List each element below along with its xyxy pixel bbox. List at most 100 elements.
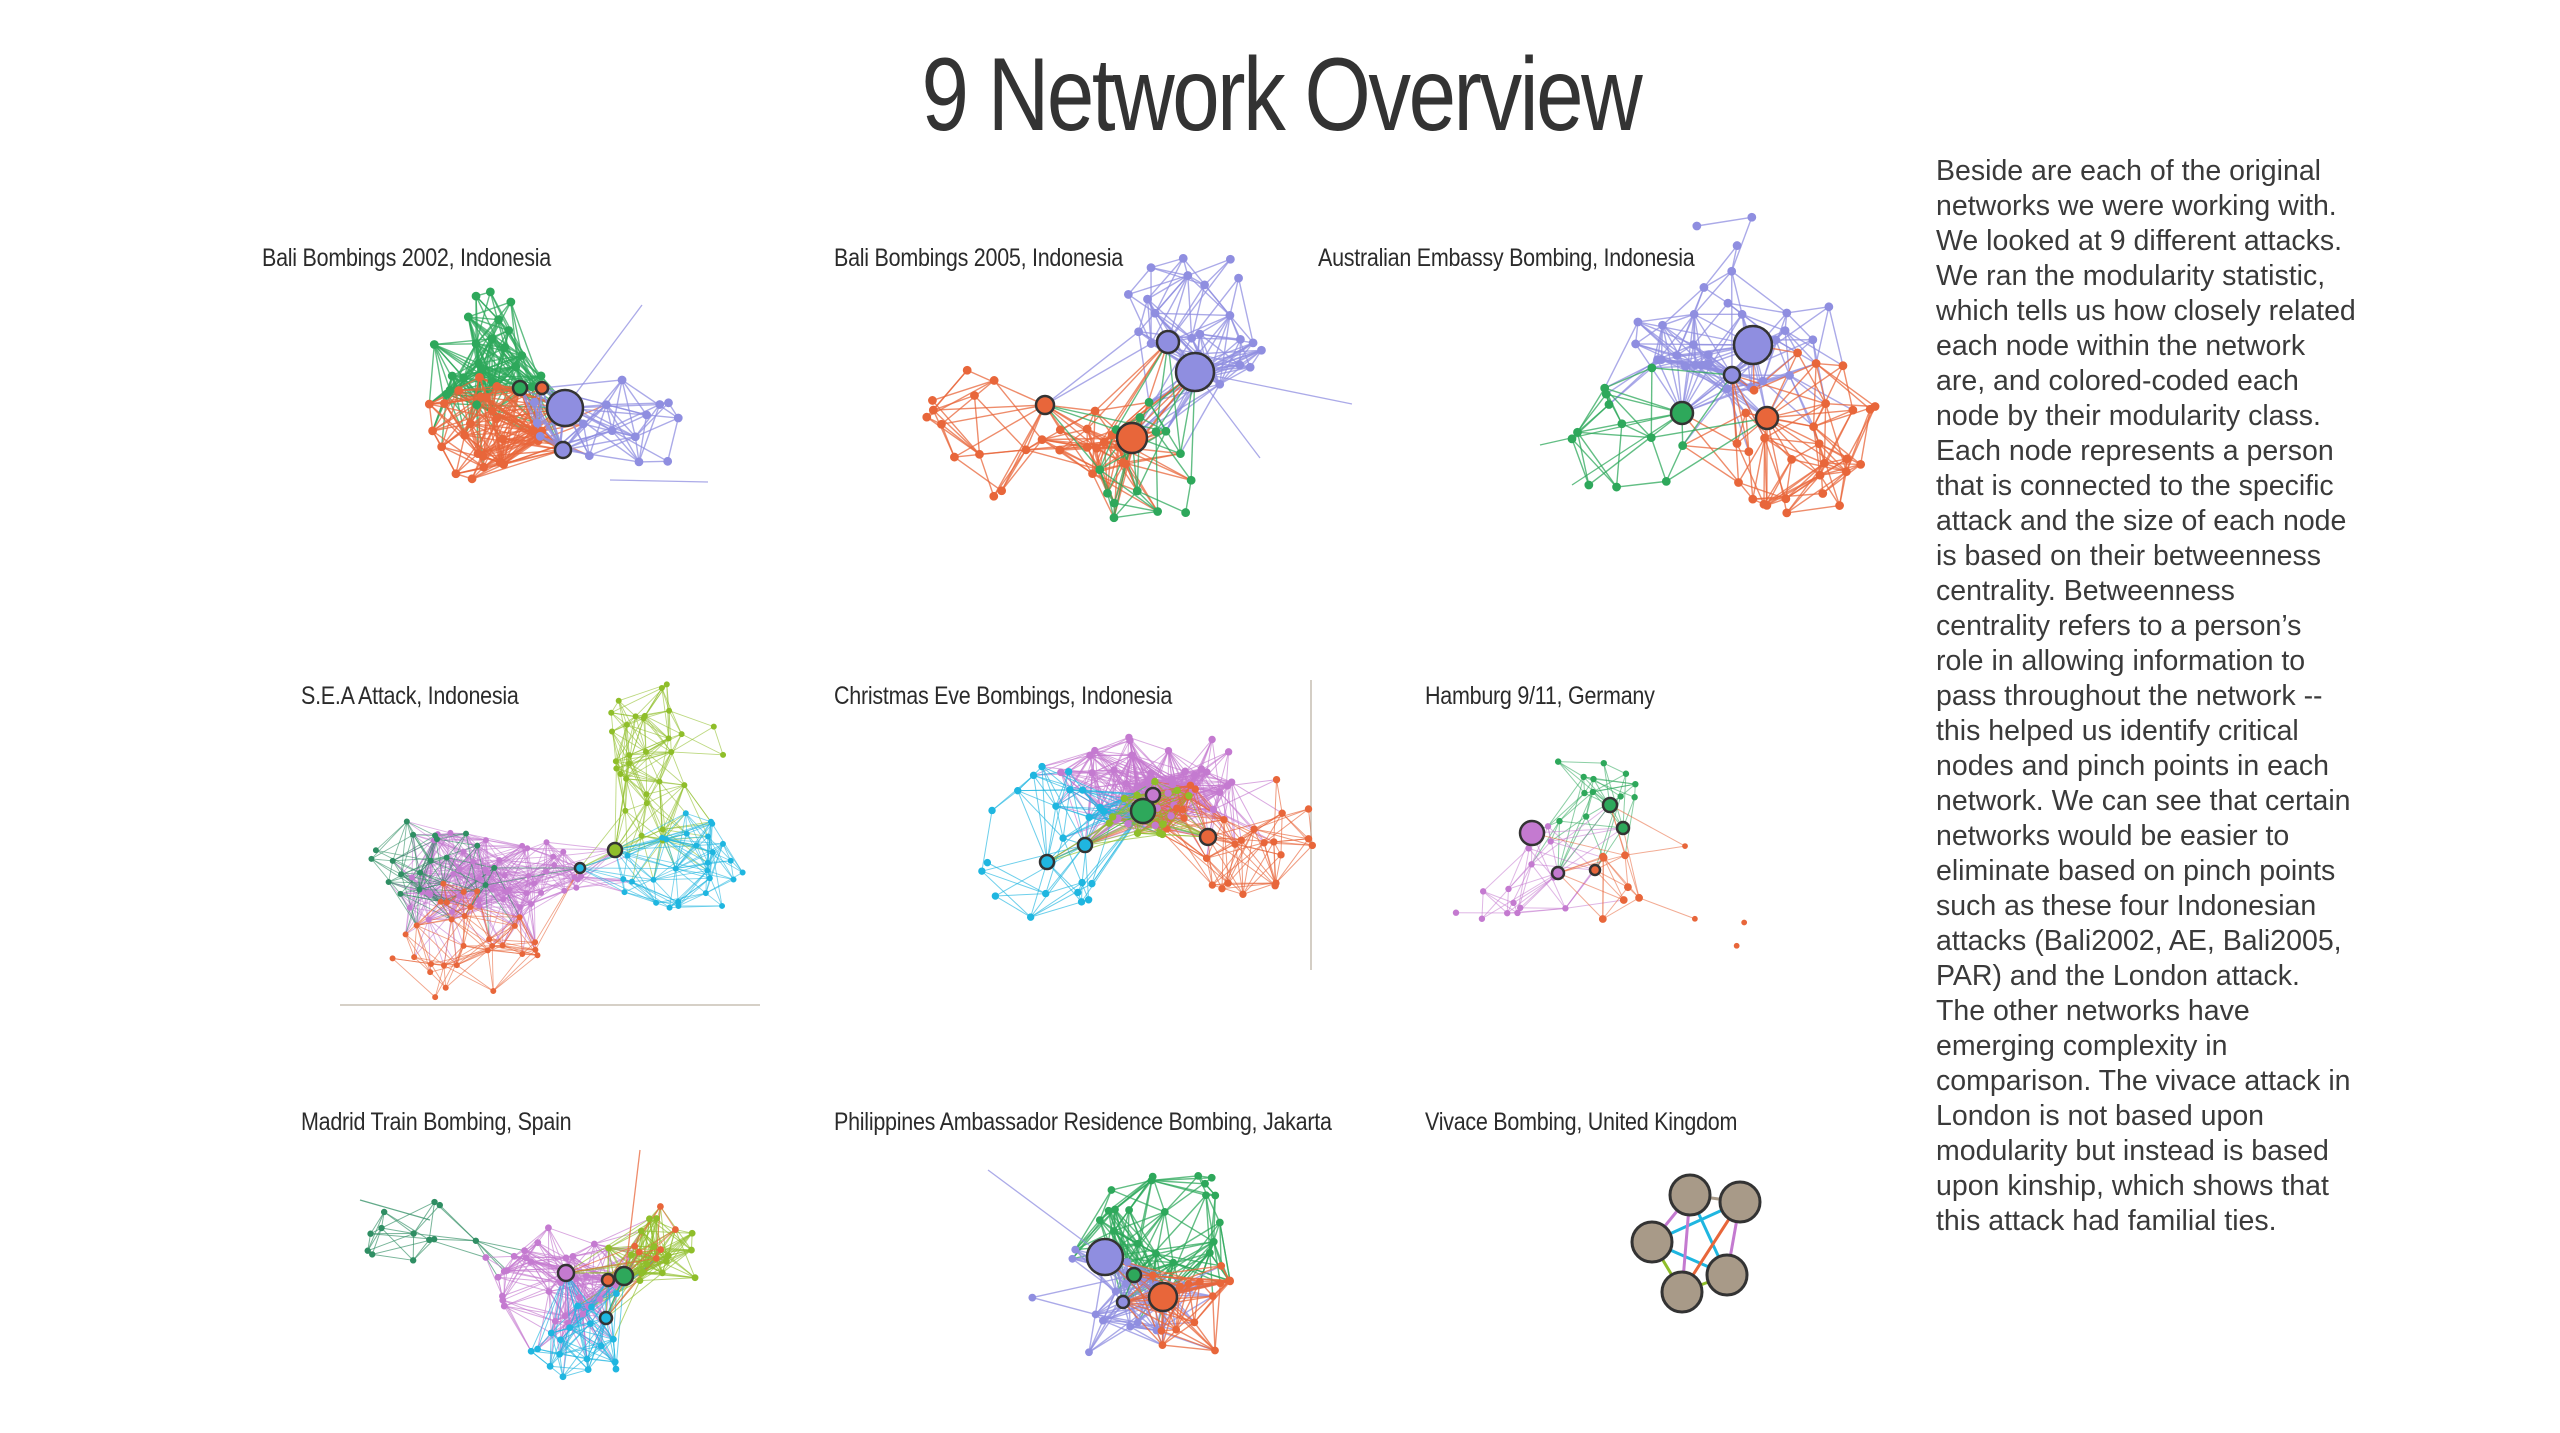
network-edge <box>706 843 724 871</box>
network-node <box>1146 339 1156 348</box>
network-edge <box>1635 324 1663 345</box>
network-hub-node <box>1601 796 1619 814</box>
network-edge <box>497 1276 550 1292</box>
network-node <box>597 1342 605 1350</box>
network-node <box>739 869 746 876</box>
network-edge <box>537 1291 550 1350</box>
network-edge <box>625 802 647 812</box>
network-edge <box>675 868 707 894</box>
network-edge <box>526 893 536 943</box>
network-edge <box>485 1255 515 1258</box>
network-edge <box>1557 761 1584 778</box>
network-node <box>1785 370 1794 380</box>
network-edge <box>615 768 626 811</box>
network-edge <box>372 1253 414 1261</box>
network-edge <box>1128 274 1189 296</box>
network-edge <box>1531 827 1624 834</box>
network-edge <box>1167 341 1182 454</box>
network-edge <box>639 1249 692 1282</box>
network-edge <box>1159 819 1225 834</box>
network-edge <box>1193 1321 1216 1351</box>
network-edge <box>497 1261 532 1278</box>
network-node <box>1173 804 1181 812</box>
network-edge <box>371 858 393 862</box>
network-node <box>1617 793 1624 800</box>
network-node <box>534 1239 542 1247</box>
network-edge <box>1624 855 1629 888</box>
network-edge <box>381 1201 435 1229</box>
network-node <box>499 460 509 469</box>
network-edge <box>683 784 709 837</box>
network-edge <box>1661 358 1728 390</box>
network-node <box>498 434 508 444</box>
network-edge <box>940 379 995 425</box>
network-node <box>1085 813 1093 821</box>
network-edge <box>608 1230 642 1249</box>
network-edge <box>582 1276 587 1315</box>
network-node <box>681 782 688 789</box>
network-hub-node <box>1144 786 1162 804</box>
network-edge <box>614 784 685 851</box>
network-edge <box>1273 779 1278 842</box>
network-node <box>631 1242 639 1250</box>
network-node <box>1153 507 1163 516</box>
network-edge <box>383 1211 430 1241</box>
network-edge <box>491 867 495 890</box>
network-edge <box>1129 1326 1163 1346</box>
network-node <box>460 888 467 895</box>
network-edge <box>1651 367 1733 376</box>
network-node <box>1567 434 1577 444</box>
network-node <box>437 442 447 452</box>
network-edge <box>1164 1175 1199 1213</box>
network-edge <box>623 878 657 904</box>
network-node <box>1848 405 1858 415</box>
network-edge <box>416 925 431 973</box>
network-edge <box>1175 1329 1216 1352</box>
network-node <box>506 297 516 307</box>
network-node <box>1123 290 1133 299</box>
network-node <box>1573 427 1582 437</box>
network-edge <box>545 871 565 892</box>
network-node <box>1590 775 1597 783</box>
network-node <box>456 866 463 873</box>
network-edge <box>477 845 528 849</box>
network-edge <box>1223 819 1275 843</box>
network-edge <box>1824 462 1861 466</box>
network-edge <box>1660 325 1664 360</box>
network-edge <box>1234 843 1276 887</box>
network-edge <box>1812 363 1817 427</box>
network-edge <box>549 1333 552 1367</box>
network-edge <box>1662 313 1695 326</box>
network-edge <box>643 718 647 752</box>
network-node <box>634 457 644 467</box>
network-edge <box>1151 1179 1206 1185</box>
network-edge <box>641 1230 693 1234</box>
network-edge <box>1622 827 1640 898</box>
network-node <box>607 426 617 436</box>
network-edge <box>653 837 663 880</box>
network-graph-bali-2002 <box>424 287 709 484</box>
network-edge <box>631 881 679 903</box>
network-edge <box>1044 404 1105 443</box>
network-edge <box>371 834 414 860</box>
network-edge <box>1825 402 1876 408</box>
network-edge <box>610 712 647 753</box>
network-edge <box>400 834 414 875</box>
network-edge <box>534 867 581 943</box>
network-node <box>1220 815 1228 824</box>
network-edge <box>659 1206 676 1230</box>
network-node <box>650 876 657 883</box>
network-node <box>1584 480 1594 490</box>
network-node <box>500 1267 508 1275</box>
network-edge <box>1155 383 1221 433</box>
network-node <box>538 889 545 896</box>
network-edge <box>954 456 1003 492</box>
network-node <box>378 1224 385 1232</box>
network-edge <box>1681 387 1752 414</box>
network-node <box>1239 890 1247 898</box>
network-node <box>988 806 996 815</box>
network-hub-node <box>1038 853 1056 871</box>
network-edge <box>1099 441 1105 470</box>
network-node <box>1278 809 1286 817</box>
network-edge <box>659 781 685 786</box>
